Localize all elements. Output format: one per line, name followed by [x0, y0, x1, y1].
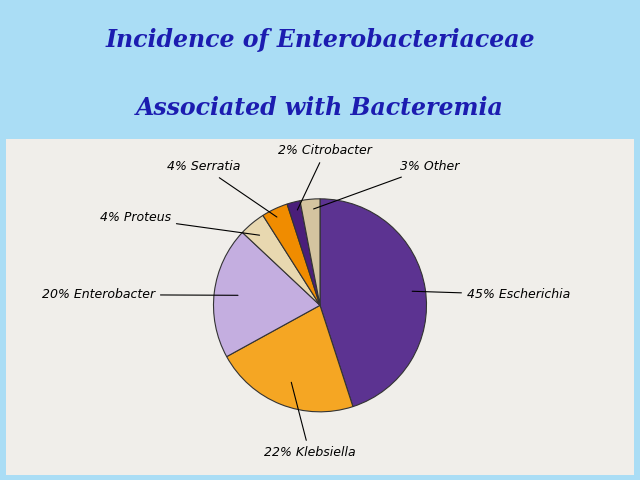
Text: 4% Serratia: 4% Serratia: [167, 160, 277, 217]
Text: Incidence of Enterobacteriaceae: Incidence of Enterobacteriaceae: [105, 28, 535, 52]
Text: 45% Escherichia: 45% Escherichia: [412, 288, 570, 301]
Wedge shape: [320, 199, 426, 407]
Wedge shape: [243, 216, 320, 305]
Wedge shape: [227, 305, 353, 412]
Text: Associated with Bacteremia: Associated with Bacteremia: [136, 96, 504, 120]
Text: 3% Other: 3% Other: [314, 160, 460, 209]
Text: 2% Citrobacter: 2% Citrobacter: [278, 144, 372, 210]
Text: 4% Proteus: 4% Proteus: [100, 212, 260, 235]
Wedge shape: [214, 232, 320, 357]
Text: 22% Klebsiella: 22% Klebsiella: [264, 382, 355, 459]
Text: 20% Enterobacter: 20% Enterobacter: [42, 288, 238, 301]
Wedge shape: [263, 204, 320, 305]
Wedge shape: [287, 201, 320, 305]
Wedge shape: [300, 199, 320, 305]
